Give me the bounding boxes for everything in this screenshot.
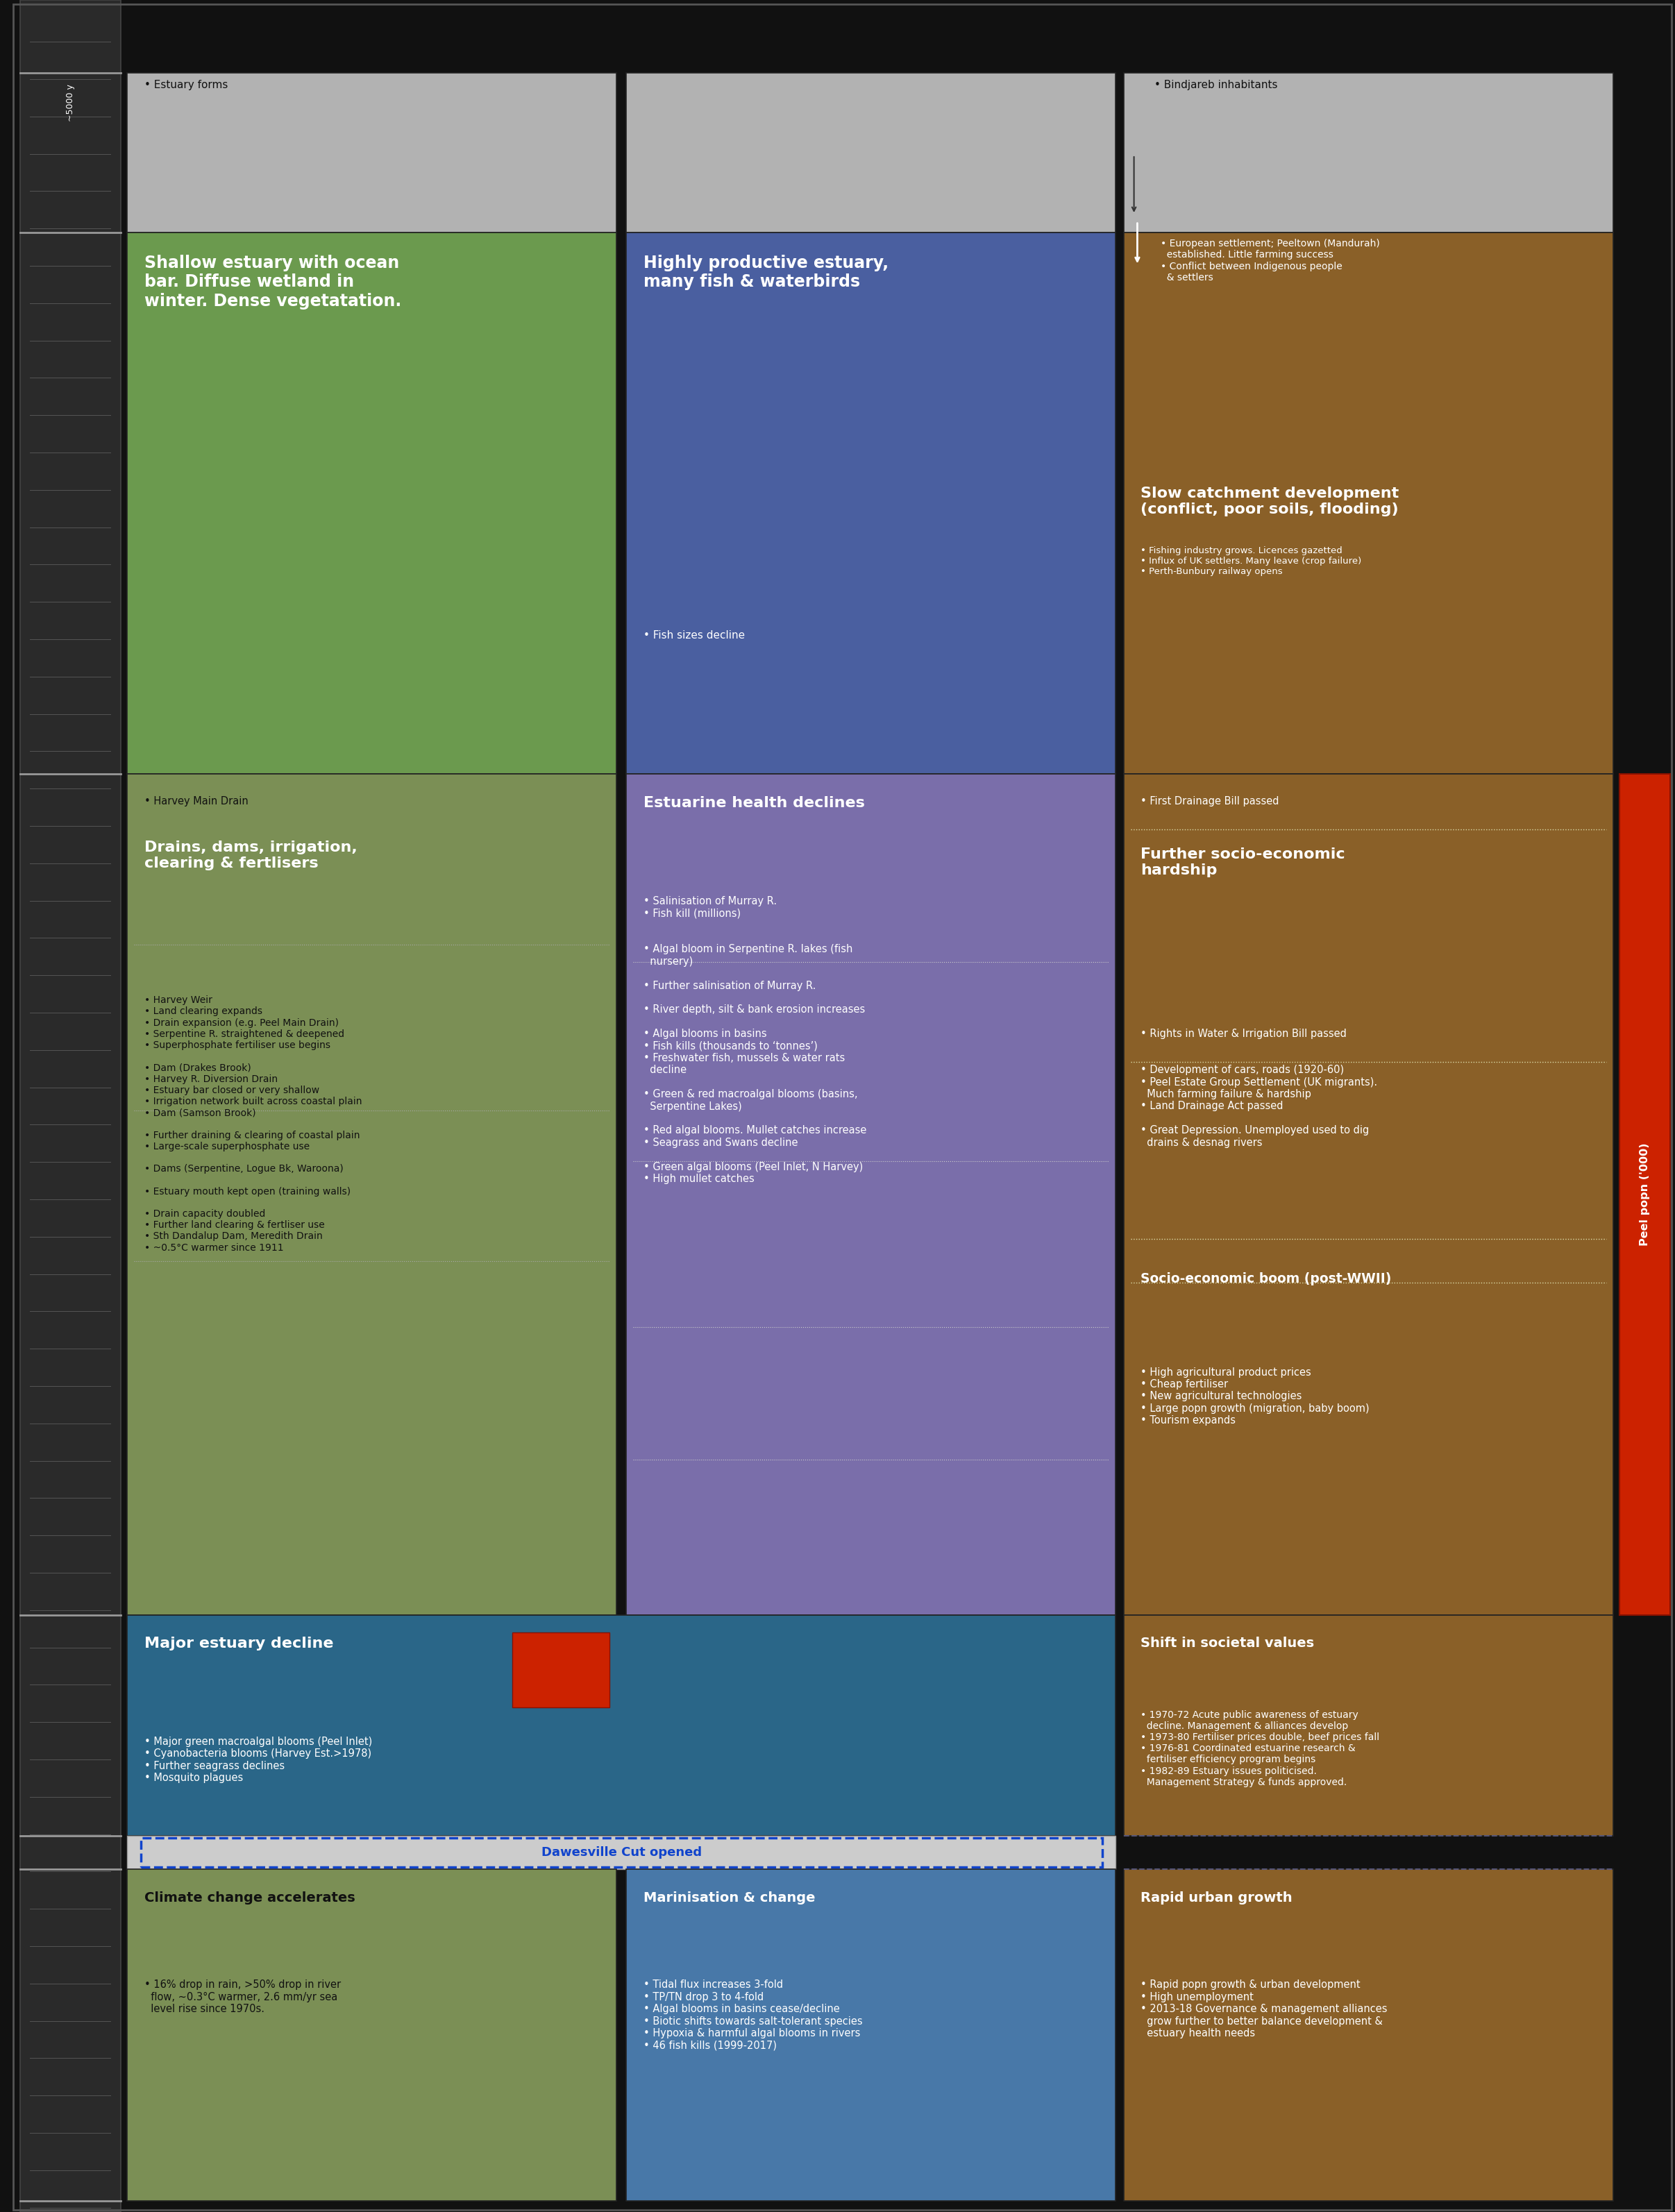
Bar — [1124, 1869, 1613, 2201]
Bar — [127, 73, 616, 232]
Text: • Harvey Main Drain: • Harvey Main Drain — [144, 796, 248, 807]
Bar — [127, 232, 616, 774]
Text: • 16% drop in rain, >50% drop in river
  flow, ~0.3°C warmer, 2.6 mm/yr sea
  le: • 16% drop in rain, >50% drop in river f… — [144, 1980, 340, 2015]
Text: • Rapid popn growth & urban development
• High unemployment
• 2013-18 Governance: • Rapid popn growth & urban development … — [1141, 1980, 1387, 2039]
Text: Drains, dams, irrigation,
clearing & fertlisers: Drains, dams, irrigation, clearing & fer… — [144, 841, 357, 872]
Bar — [1124, 73, 1613, 232]
Text: • 1970-72 Acute public awareness of estuary
  decline. Management & alliances de: • 1970-72 Acute public awareness of estu… — [1141, 1710, 1380, 1787]
Bar — [127, 1836, 1116, 1869]
Text: Major estuary decline: Major estuary decline — [144, 1637, 333, 1650]
Text: Peel popn ('000): Peel popn ('000) — [1640, 1144, 1650, 1245]
Text: • Fishing industry grows. Licences gazetted
• Influx of UK settlers. Many leave : • Fishing industry grows. Licences gazet… — [1141, 546, 1362, 575]
Text: • Major green macroalgal blooms (Peel Inlet)
• Cyanobacteria blooms (Harvey Est.: • Major green macroalgal blooms (Peel In… — [144, 1736, 372, 1783]
Text: Slow catchment development
(conflict, poor soils, flooding): Slow catchment development (conflict, po… — [1141, 487, 1399, 518]
Bar — [1620, 774, 1670, 1615]
Text: Further socio-economic
hardship: Further socio-economic hardship — [1141, 847, 1345, 878]
Bar — [1124, 232, 1613, 774]
Bar — [127, 1615, 1116, 1836]
Text: • Fish sizes decline: • Fish sizes decline — [643, 630, 745, 641]
Bar — [127, 774, 616, 1615]
Text: Dawesville Cut opened: Dawesville Cut opened — [541, 1847, 702, 1858]
Text: Rapid urban growth: Rapid urban growth — [1141, 1891, 1293, 1905]
Bar — [1124, 774, 1613, 1615]
Text: ~5000 y: ~5000 y — [65, 84, 75, 122]
Text: • Harvey Weir
• Land clearing expands
• Drain expansion (e.g. Peel Main Drain)
•: • Harvey Weir • Land clearing expands • … — [144, 995, 362, 1252]
Bar — [127, 1869, 616, 2201]
Bar — [20, 0, 121, 2212]
Text: Socio-economic boom (post-WWII): Socio-economic boom (post-WWII) — [1141, 1272, 1392, 1285]
Bar — [626, 774, 1116, 1615]
Text: Highly productive estuary,
many fish & waterbirds: Highly productive estuary, many fish & w… — [643, 254, 888, 290]
Bar — [513, 1632, 610, 1708]
Text: Estuarine health declines: Estuarine health declines — [643, 796, 864, 810]
Text: • High agricultural product prices
• Cheap fertiliser
• New agricultural technol: • High agricultural product prices • Che… — [1141, 1367, 1370, 1427]
Text: • Salinisation of Murray R.
• Fish kill (millions)


• Algal bloom in Serpentine: • Salinisation of Murray R. • Fish kill … — [643, 896, 866, 1183]
Bar — [626, 232, 1116, 774]
Bar — [626, 1869, 1116, 2201]
Text: Shallow estuary with ocean
bar. Diffuse wetland in
winter. Dense vegetatation.: Shallow estuary with ocean bar. Diffuse … — [144, 254, 400, 310]
Bar — [626, 73, 1116, 232]
Text: • Tidal flux increases 3-fold
• TP/TN drop 3 to 4-fold
• Algal blooms in basins : • Tidal flux increases 3-fold • TP/TN dr… — [643, 1980, 863, 2051]
Text: • First Drainage Bill passed: • First Drainage Bill passed — [1141, 796, 1280, 807]
Text: Marinisation & change: Marinisation & change — [643, 1891, 816, 1905]
Text: Climate change accelerates: Climate change accelerates — [144, 1891, 355, 1905]
Text: • Rights in Water & Irrigation Bill passed


• Development of cars, roads (1920-: • Rights in Water & Irrigation Bill pass… — [1141, 1029, 1377, 1148]
Text: • Estuary forms: • Estuary forms — [144, 80, 228, 91]
Bar — [1124, 1615, 1613, 1836]
Text: • European settlement; Peeltown (Mandurah)
  established. Little farming success: • European settlement; Peeltown (Mandura… — [1161, 239, 1380, 283]
Text: • Bindjareb inhabitants: • Bindjareb inhabitants — [1154, 80, 1278, 91]
Text: Shift in societal values: Shift in societal values — [1141, 1637, 1315, 1650]
